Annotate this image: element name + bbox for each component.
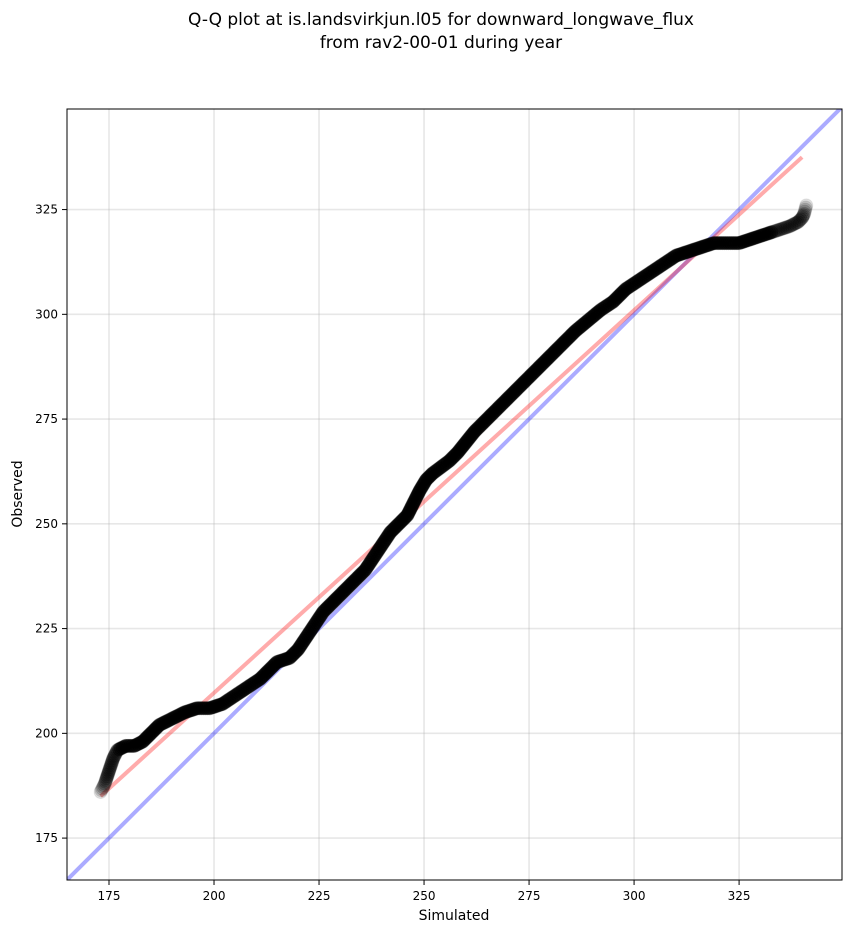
data-point	[100, 769, 115, 784]
y-axis-label: Observed	[10, 460, 26, 527]
data-point	[792, 213, 807, 228]
x-tick-label: 300	[623, 889, 646, 903]
data-point	[764, 225, 779, 240]
x-axis-ticks: 175 200 225 250 275 300 325	[98, 880, 751, 903]
data-point	[785, 217, 800, 232]
chart-title-line-2: from rav2-00-01 during year	[320, 33, 562, 53]
data-point	[104, 756, 119, 771]
data-point	[100, 767, 115, 782]
y-tick-label: 300	[35, 307, 58, 321]
data-point	[105, 753, 120, 768]
data-point	[797, 206, 812, 221]
data-point	[797, 204, 812, 219]
y-tick-label: 250	[35, 517, 58, 531]
y-tick-label: 200	[35, 726, 58, 740]
x-tick-label: 275	[518, 889, 541, 903]
y-tick-label: 325	[35, 203, 58, 217]
data-point	[798, 200, 813, 215]
data-point	[799, 198, 814, 213]
y-axis-ticks: 175 200 225 250 275 300 325	[35, 203, 67, 845]
data-point	[97, 776, 112, 791]
data-point	[789, 215, 804, 230]
grid-lines	[67, 109, 842, 880]
data-point	[93, 785, 108, 800]
x-tick-label: 200	[203, 889, 226, 903]
chart-title-line-1: Q-Q plot at is.landsvirkjun.l05 for down…	[188, 10, 694, 30]
one-to-one-line	[67, 109, 842, 880]
data-point	[768, 224, 783, 239]
x-tick-label: 225	[308, 889, 331, 903]
data-point	[103, 760, 118, 775]
data-point	[95, 781, 110, 796]
data-point	[790, 215, 805, 230]
data-point	[105, 755, 120, 770]
y-tick-label: 225	[35, 622, 58, 636]
data-point	[793, 212, 808, 227]
data-point	[94, 783, 109, 798]
data-point	[102, 764, 117, 779]
data-point	[766, 224, 781, 239]
y-tick-label: 275	[35, 412, 58, 426]
x-tick-label: 250	[413, 889, 436, 903]
data-point	[99, 771, 114, 786]
data-point	[778, 220, 793, 235]
data-point	[769, 223, 784, 238]
data-point	[96, 779, 111, 794]
x-tick-label: 175	[98, 889, 121, 903]
data-point	[103, 758, 118, 773]
y-tick-label: 175	[35, 831, 58, 845]
data-point	[795, 210, 810, 225]
data-point	[796, 208, 811, 223]
data-point	[787, 216, 802, 231]
fit-line	[99, 155, 804, 798]
scatter-points	[93, 198, 814, 800]
x-axis-label: Simulated	[419, 908, 490, 924]
reference-lines	[67, 109, 842, 880]
plot-frame	[66, 108, 843, 881]
data-point	[795, 209, 810, 224]
data-point	[775, 221, 790, 236]
data-point	[773, 222, 788, 237]
x-tick-label: 325	[728, 889, 751, 903]
data-point	[784, 218, 799, 233]
data-point	[101, 765, 116, 780]
data-point	[771, 222, 786, 237]
data-point	[782, 219, 797, 234]
data-point	[102, 762, 117, 777]
data-point	[780, 219, 795, 234]
data-point	[777, 221, 792, 236]
data-point	[99, 773, 114, 788]
data-point	[798, 202, 813, 217]
data-point	[96, 778, 111, 793]
data-point	[98, 774, 113, 789]
